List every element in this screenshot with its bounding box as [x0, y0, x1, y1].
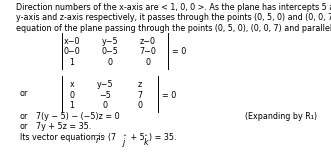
- Text: y−5: y−5: [97, 80, 113, 89]
- Text: 0−0: 0−0: [64, 47, 80, 57]
- Text: 1: 1: [70, 58, 74, 67]
- Text: (Expanding by R₁): (Expanding by R₁): [245, 112, 317, 121]
- Text: 0: 0: [146, 58, 151, 67]
- Text: x: x: [70, 80, 74, 89]
- Text: ) = 35.: ) = 35.: [149, 133, 176, 142]
- Text: equation of the plane passing through the points (0, 5, 0), (0, 0, 7) and parall: equation of the plane passing through th…: [16, 24, 331, 33]
- Text: 7−0: 7−0: [140, 47, 157, 57]
- Text: 0: 0: [103, 101, 108, 110]
- Text: $\hat{k}$: $\hat{k}$: [143, 133, 150, 147]
- Text: −5: −5: [99, 90, 111, 100]
- Text: 0: 0: [108, 58, 113, 67]
- Text: 7(y − 5) − (−5)z = 0: 7(y − 5) − (−5)z = 0: [36, 112, 119, 121]
- Text: 7: 7: [137, 90, 143, 100]
- Text: = 0: = 0: [172, 47, 186, 57]
- Text: 0: 0: [70, 90, 74, 100]
- Text: $\vec{r}$: $\vec{r}$: [95, 133, 101, 146]
- Text: y−5: y−5: [102, 37, 118, 46]
- Text: or: or: [20, 88, 28, 97]
- Text: 7y + 5z = 35.: 7y + 5z = 35.: [36, 122, 91, 131]
- Text: x−0: x−0: [64, 37, 80, 46]
- Text: z−0: z−0: [140, 37, 156, 46]
- Text: or: or: [20, 112, 28, 121]
- Text: $\hat{j}$: $\hat{j}$: [122, 133, 128, 150]
- Text: or: or: [20, 122, 28, 131]
- Text: y-axis and z-axis respectively, it passes through the points (0, 5, 0) and (0, 0: y-axis and z-axis respectively, it passe…: [16, 14, 331, 22]
- Text: z: z: [138, 80, 142, 89]
- Text: 0: 0: [137, 101, 143, 110]
- Text: = 0: = 0: [162, 90, 176, 100]
- Text: Its vector equation is: Its vector equation is: [20, 133, 105, 142]
- Text: · (7: · (7: [103, 133, 116, 142]
- Text: + 5: + 5: [128, 133, 145, 142]
- Text: 0−5: 0−5: [102, 47, 118, 57]
- Text: 1: 1: [70, 101, 74, 110]
- Text: Direction numbers of the x-axis are < 1, 0, 0 >. As the plane has intercepts 5 a: Direction numbers of the x-axis are < 1,…: [16, 3, 331, 12]
